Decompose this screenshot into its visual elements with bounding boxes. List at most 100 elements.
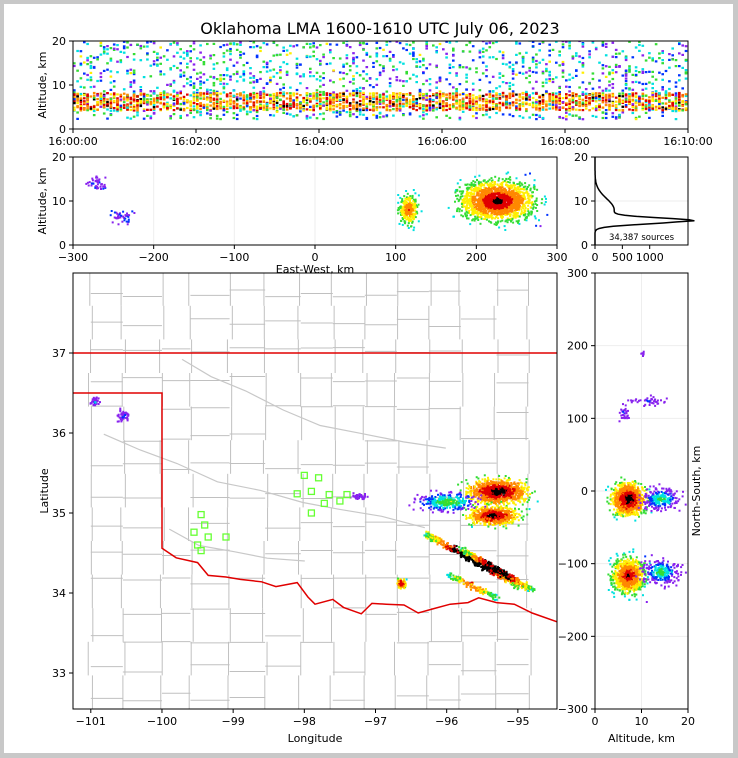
source-mark — [196, 99, 199, 102]
source-mark — [521, 58, 525, 62]
source-mark — [631, 92, 635, 95]
source-mark — [415, 61, 418, 64]
source-mark — [485, 109, 488, 112]
source-mark — [196, 111, 199, 114]
source-mark — [678, 104, 681, 107]
source-mark — [378, 116, 382, 119]
source-mark — [255, 105, 259, 108]
source-mark — [428, 83, 432, 86]
source-mark — [192, 105, 196, 108]
source-mark — [322, 56, 325, 59]
source-mark — [511, 92, 515, 95]
source-mark — [641, 88, 645, 91]
source-mark — [489, 198, 491, 201]
source-mark — [152, 107, 156, 110]
source-mark — [189, 100, 192, 103]
source-mark — [634, 66, 638, 69]
source-mark — [272, 54, 276, 57]
source-mark — [295, 88, 299, 92]
source-mark — [496, 193, 499, 195]
source-mark — [469, 223, 472, 226]
source-mark — [209, 96, 212, 99]
source-mark — [581, 63, 585, 67]
source-mark — [535, 100, 538, 103]
source-mark — [92, 109, 96, 113]
source-mark — [159, 73, 162, 76]
source-mark — [265, 93, 269, 96]
source-mark — [312, 50, 315, 53]
source-mark — [511, 101, 515, 104]
source-mark — [435, 106, 438, 109]
source-mark — [525, 219, 528, 222]
source-mark — [477, 219, 480, 221]
source-mark — [611, 92, 615, 95]
source-mark — [543, 203, 546, 206]
source-mark — [422, 57, 425, 60]
source-mark — [475, 71, 478, 74]
source-mark — [499, 187, 502, 190]
source-mark — [501, 212, 504, 214]
source-mark — [299, 82, 302, 85]
source-mark — [73, 62, 76, 65]
source-mark — [545, 105, 548, 108]
source-mark — [531, 113, 535, 116]
source-mark — [126, 41, 129, 44]
source-mark — [102, 52, 106, 55]
source-mark — [671, 47, 674, 50]
source-mark — [581, 101, 585, 104]
source-mark — [415, 81, 418, 84]
source-mark — [601, 92, 605, 95]
source-mark — [232, 64, 236, 67]
source-mark — [309, 94, 312, 97]
source-mark — [651, 82, 654, 85]
source-mark — [455, 99, 458, 102]
source-mark — [681, 53, 684, 56]
source-mark — [495, 216, 498, 219]
source-mark — [348, 92, 352, 95]
source-mark — [488, 116, 492, 119]
source-mark — [488, 187, 490, 190]
source-mark — [382, 96, 385, 99]
source-mark — [473, 219, 476, 222]
source-mark — [601, 96, 605, 99]
source-mark — [598, 103, 601, 106]
source-mark — [126, 106, 129, 109]
source-mark — [455, 106, 458, 109]
source-mark — [129, 83, 133, 86]
source-mark — [388, 101, 392, 104]
source-mark — [169, 106, 172, 110]
source-mark — [116, 103, 119, 106]
source-mark — [199, 76, 202, 79]
source-mark — [472, 189, 475, 192]
source-mark — [445, 56, 448, 59]
source-mark — [498, 204, 501, 207]
source-mark — [516, 215, 519, 218]
source-mark — [375, 108, 379, 112]
source-mark — [598, 61, 601, 64]
source-mark — [239, 106, 242, 109]
source-mark — [558, 50, 561, 53]
source-mark — [422, 64, 425, 67]
source-mark — [378, 102, 382, 105]
source-mark — [412, 107, 415, 110]
source-mark — [571, 108, 575, 111]
source-mark — [618, 97, 621, 100]
source-mark — [352, 82, 355, 85]
source-mark — [209, 54, 212, 57]
source-mark — [466, 217, 468, 220]
source-mark — [92, 107, 96, 110]
source-mark — [279, 105, 282, 108]
source-mark — [541, 102, 545, 105]
source-mark — [513, 188, 516, 191]
source-mark — [285, 97, 289, 100]
source-mark — [531, 87, 535, 90]
source-mark — [512, 211, 515, 214]
source-mark — [455, 88, 458, 91]
source-mark — [508, 85, 512, 88]
source-mark — [166, 102, 169, 106]
source-mark — [473, 190, 476, 193]
source-mark — [96, 98, 99, 101]
source-mark — [488, 216, 491, 219]
source-mark — [493, 205, 496, 208]
source-mark — [438, 76, 442, 79]
